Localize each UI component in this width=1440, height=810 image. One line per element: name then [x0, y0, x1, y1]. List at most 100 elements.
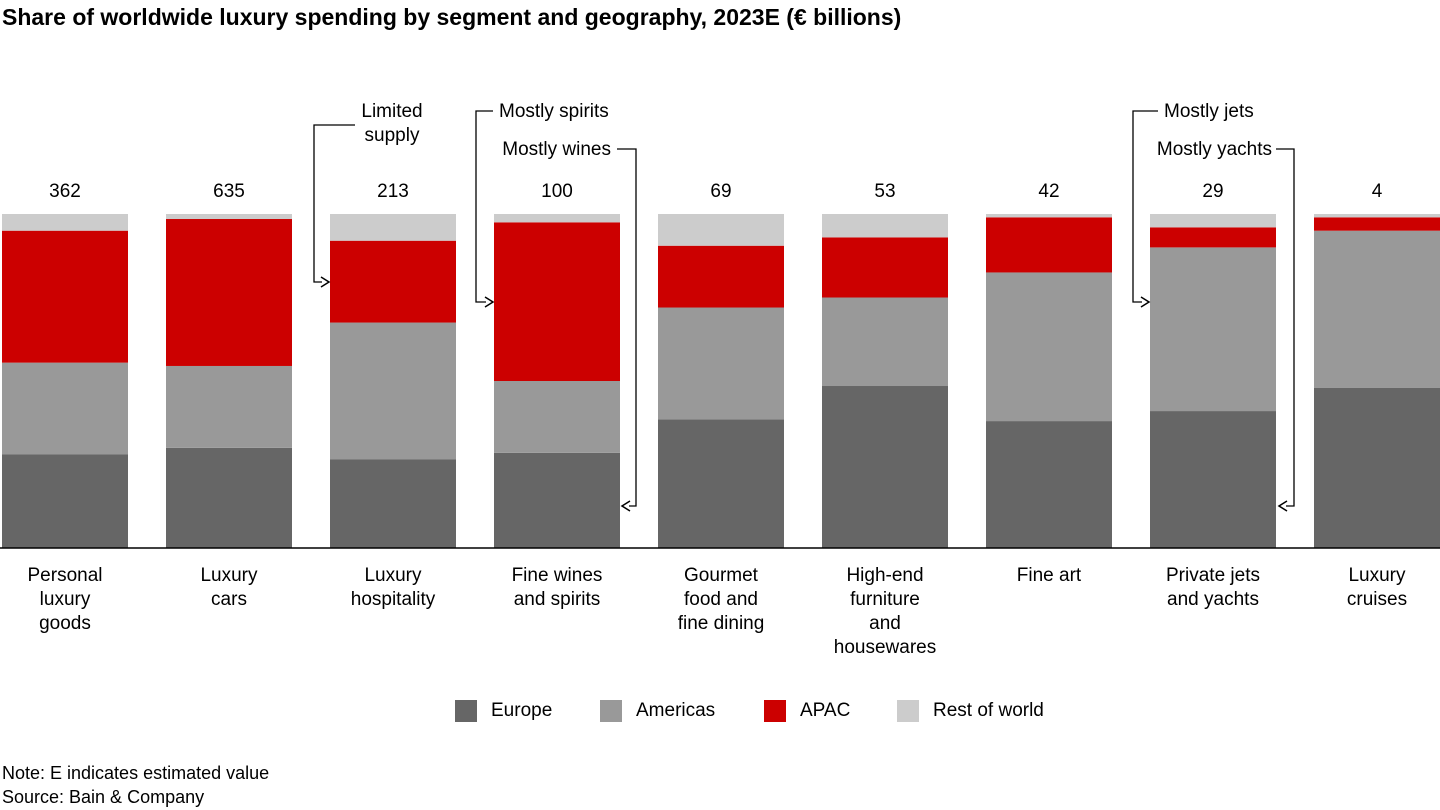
category-label-luxury-hospitality-line-1: Luxury: [364, 565, 422, 586]
annotation-text-limited-supply-line-1: Limited: [361, 101, 422, 122]
bar-segment-fine-art-apac: [986, 217, 1112, 273]
category-label-gourmet-food-and-fine-dining-line-1: Gourmet: [684, 565, 759, 586]
chart-title: Share of worldwide luxury spending by se…: [2, 4, 902, 30]
bar-segment-luxury-hospitality-europe: [330, 459, 456, 548]
total-label-luxury-cars: 635: [213, 181, 245, 202]
total-label-gourmet-food-and-fine-dining: 69: [710, 181, 731, 202]
category-label-high-end-furniture-and-housewares-line-1: High-end: [846, 565, 923, 586]
bar-segment-luxury-cruises-europe: [1314, 387, 1440, 548]
category-label-gourmet-food-and-fine-dining-line-2: food and: [684, 589, 758, 610]
bar-segment-personal-luxury-goods-apac: [2, 230, 128, 363]
category-label-luxury-cars-line-2: cars: [211, 589, 247, 610]
bar-segment-luxury-cruises-rest-of-world: [1314, 214, 1440, 218]
total-label-luxury-cruises: 4: [1372, 181, 1383, 202]
bar-segment-gourmet-food-and-fine-dining-americas: [658, 307, 784, 420]
annotation-mostly-spirits: Mostly spirits: [475, 101, 609, 308]
totals-layer: 362 635 213 100 69 53 42 29 4: [49, 181, 1383, 202]
bar-segment-luxury-cars-americas: [166, 365, 292, 448]
bar-segment-high-end-furniture-and-housewares-apac: [822, 237, 948, 298]
bar-segment-gourmet-food-and-fine-dining-rest-of-world: [658, 214, 784, 246]
category-label-luxury-cruises-line-1: Luxury: [1348, 565, 1406, 586]
category-label-high-end-furniture-and-housewares-line-3: and: [869, 613, 901, 634]
bar-segment-luxury-cars-rest-of-world: [166, 214, 292, 220]
category-label-fine-wines-and-spirits-line-1: Fine wines: [512, 565, 603, 586]
total-label-private-jets-and-yachts: 29: [1202, 181, 1223, 202]
category-label-luxury-cars-line-1: Luxury: [200, 565, 258, 586]
legend: Europe Americas APAC Rest of world: [0, 698, 1440, 724]
total-label-luxury-hospitality: 213: [377, 181, 409, 202]
category-label-personal-luxury-goods-line-1: Personal: [28, 565, 103, 586]
category-labels-layer: Personal luxury goods Luxury cars Luxury hospi…: [28, 565, 1408, 658]
annotation-leader-line-mostly-yachts: [1276, 148, 1295, 507]
annotation-leader-line-mostly-jets: [1132, 110, 1158, 303]
legend-item-rest-of-world: Rest of world: [897, 698, 1044, 724]
legend-swatch-apac: [764, 700, 786, 722]
legend-swatch-rest-of-world: [897, 700, 919, 722]
legend-swatch-americas: [600, 700, 622, 722]
annotation-leader-line-mostly-wines: [617, 148, 637, 507]
bar-segment-personal-luxury-goods-americas: [2, 362, 128, 455]
annotation-text-mostly-spirits: Mostly spirits: [499, 101, 609, 122]
legend-label-europe: Europe: [491, 700, 553, 721]
legend-item-europe: Europe: [455, 698, 552, 724]
annotation-arrowhead-mostly-yachts: [1277, 500, 1288, 512]
bar-segment-fine-art-rest-of-world: [986, 214, 1112, 218]
bar-segment-high-end-furniture-and-housewares-americas: [822, 297, 948, 387]
category-label-personal-luxury-goods-line-3: goods: [39, 613, 91, 634]
bar-segment-personal-luxury-goods-europe: [2, 454, 128, 548]
annotations-layer: Limited supply Mostly spirits Mostly wines M…: [313, 101, 1295, 512]
bar-segment-gourmet-food-and-fine-dining-europe: [658, 419, 784, 548]
category-label-fine-art-line-1: Fine art: [1017, 565, 1082, 586]
total-label-high-end-furniture-and-housewares: 53: [874, 181, 895, 202]
legend-item-apac: APAC: [764, 698, 850, 724]
annotation-leader-line-limited-supply: [313, 124, 355, 283]
legend-item-americas: Americas: [600, 698, 715, 724]
total-label-fine-wines-and-spirits: 100: [541, 181, 573, 202]
annotation-arrowhead-mostly-jets: [1140, 296, 1151, 308]
bar-segment-fine-wines-and-spirits-rest-of-world: [494, 214, 620, 223]
annotation-text-mostly-wines: Mostly wines: [502, 139, 611, 160]
bar-segment-luxury-cruises-americas: [1314, 230, 1440, 388]
category-label-luxury-cruises-line-2: cruises: [1347, 589, 1407, 610]
legend-swatch-europe: [455, 700, 477, 722]
legend-label-rest-of-world: Rest of world: [933, 700, 1044, 721]
annotation-text-mostly-yachts: Mostly yachts: [1157, 139, 1272, 160]
category-label-high-end-furniture-and-housewares-line-4: housewares: [834, 637, 936, 658]
annotation-text-mostly-jets: Mostly jets: [1164, 101, 1254, 122]
bar-segment-luxury-cruises-apac: [1314, 217, 1440, 231]
category-label-high-end-furniture-and-housewares-line-2: furniture: [850, 589, 920, 610]
bar-segment-private-jets-and-yachts-europe: [1150, 411, 1276, 548]
annotation-leader-line-mostly-spirits: [475, 110, 493, 303]
total-label-personal-luxury-goods: 362: [49, 181, 81, 202]
bar-segment-personal-luxury-goods-rest-of-world: [2, 214, 128, 231]
bar-segment-luxury-cars-apac: [166, 219, 292, 366]
bar-segment-private-jets-and-yachts-rest-of-world: [1150, 214, 1276, 228]
category-label-fine-wines-and-spirits-line-2: and spirits: [514, 589, 601, 610]
category-label-gourmet-food-and-fine-dining-line-3: fine dining: [678, 613, 765, 634]
bar-segment-fine-art-europe: [986, 421, 1112, 548]
legend-label-apac: APAC: [800, 700, 851, 721]
annotation-limited-supply: Limited supply: [313, 101, 423, 288]
bar-segment-gourmet-food-and-fine-dining-apac: [658, 245, 784, 308]
category-label-luxury-hospitality-line-2: hospitality: [351, 589, 436, 610]
annotation-text-limited-supply-line-2: supply: [365, 125, 420, 146]
bar-segment-private-jets-and-yachts-apac: [1150, 227, 1276, 248]
category-label-private-jets-and-yachts-line-2: and yachts: [1167, 589, 1259, 610]
category-label-personal-luxury-goods-line-2: luxury: [40, 589, 91, 610]
bar-segment-fine-wines-and-spirits-americas: [494, 381, 620, 453]
bar-segment-private-jets-and-yachts-americas: [1150, 247, 1276, 412]
bar-segment-high-end-furniture-and-housewares-rest-of-world: [822, 214, 948, 238]
annotation-arrowhead-mostly-spirits: [484, 296, 495, 308]
bar-segment-luxury-hospitality-rest-of-world: [330, 214, 456, 241]
source-text: Source: Bain & Company: [2, 787, 205, 807]
note-text: Note: E indicates estimated value: [2, 763, 270, 783]
category-label-private-jets-and-yachts-line-1: Private jets: [1166, 565, 1260, 586]
annotation-mostly-yachts: Mostly yachts: [1157, 139, 1295, 512]
bar-segment-high-end-furniture-and-housewares-europe: [822, 386, 948, 548]
annotation-mostly-jets: Mostly jets: [1132, 101, 1254, 308]
legend-label-americas: Americas: [636, 700, 716, 721]
bar-segment-luxury-cars-europe: [166, 447, 292, 548]
bar-segment-fine-art-americas: [986, 272, 1112, 422]
bar-segment-luxury-hospitality-americas: [330, 322, 456, 460]
